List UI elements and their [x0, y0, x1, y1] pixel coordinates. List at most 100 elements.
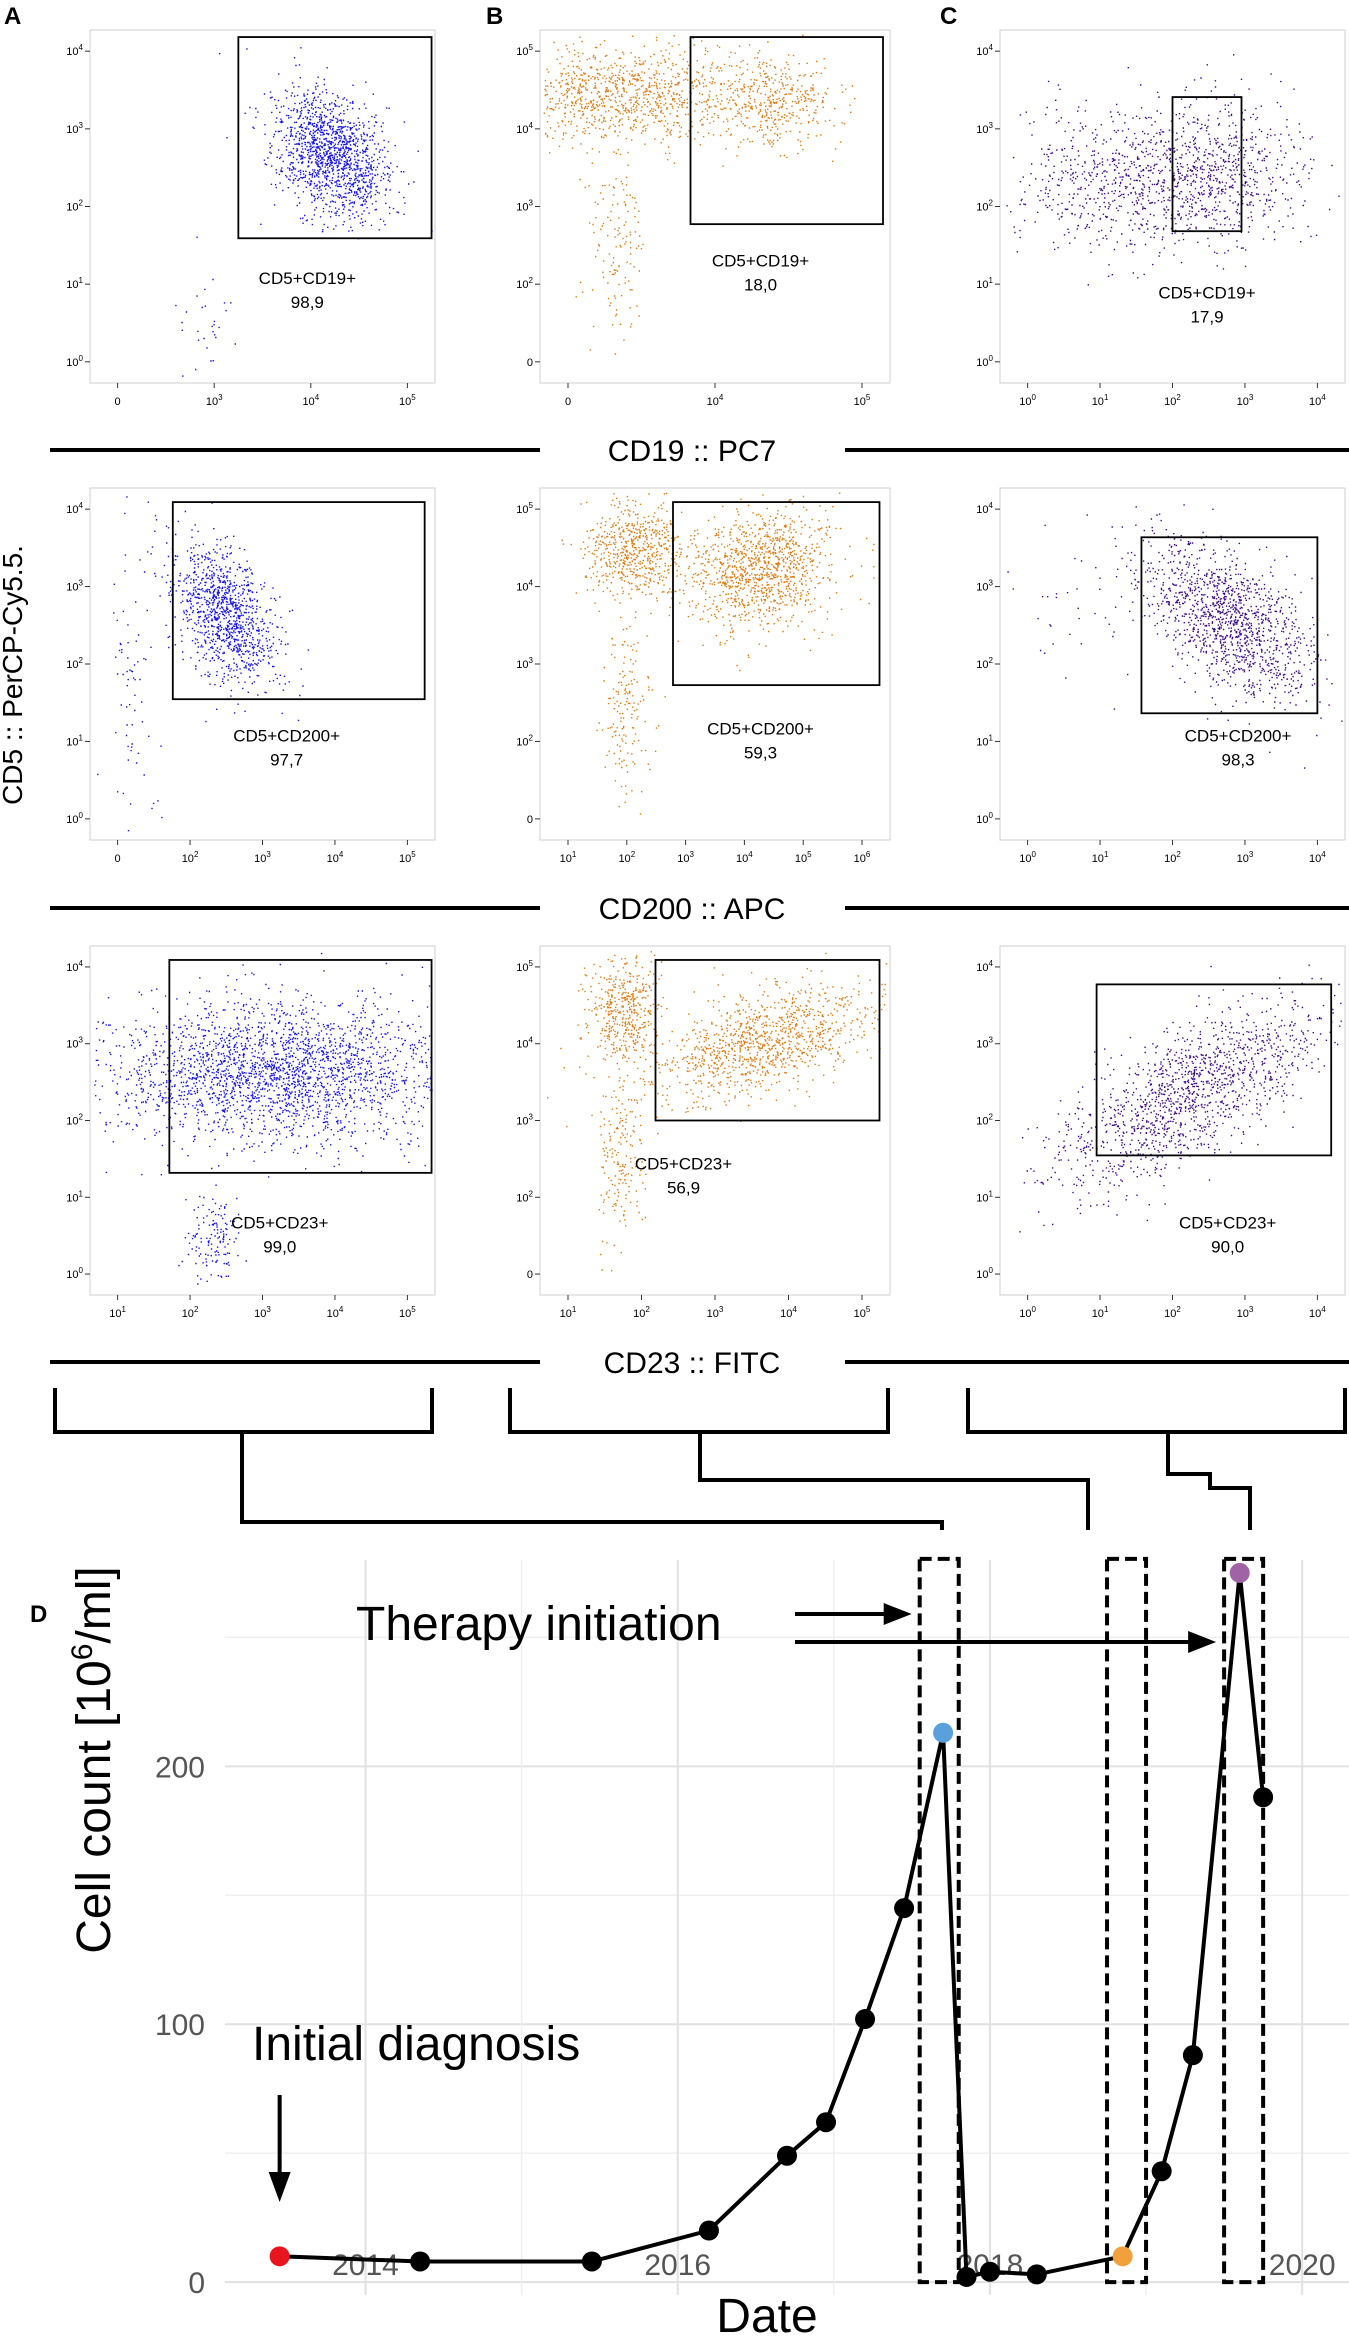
bracket-c: [966, 1388, 1347, 1434]
data-point: [777, 2145, 797, 2166]
flow-panel-a1: CD5+CD19+ 98,9 0 103 104 105 100 101 102 103 104: [66, 29, 436, 408]
panel-letters: A B C D: [4, 3, 957, 1628]
data-point-orange: [1112, 2246, 1133, 2267]
bracket-b: [508, 1388, 890, 1434]
x-tick-label: 104: [707, 393, 724, 408]
x-tick-label: 105: [399, 850, 416, 865]
data-point: [1151, 2161, 1172, 2182]
x-tick-label: 105: [399, 1305, 416, 1320]
connector-c: [1166, 1432, 1252, 1530]
separator-label-cd19: CD19 :: PC7: [608, 435, 776, 468]
x-tick-label: 104: [302, 393, 319, 408]
x-tick-label: 104: [780, 1305, 797, 1320]
x-tick-label: 103: [254, 850, 271, 865]
gate-percentage: 56,9: [667, 1178, 700, 1197]
x-tick-label: 102: [1164, 1305, 1181, 1320]
x-tick-label: 105: [854, 1305, 871, 1320]
x-tick-label: 105: [854, 393, 871, 408]
y-tick-label: 100: [976, 811, 993, 826]
panel-letter-b: B: [486, 3, 503, 30]
connector-a: [240, 1432, 944, 1530]
gate-box: [672, 501, 881, 687]
x-tick-label: 102: [182, 1305, 199, 1320]
event-dots: [1006, 54, 1340, 286]
y-tick-label: 103: [976, 579, 993, 594]
data-point: [581, 2251, 602, 2272]
x-tick-label: 103: [1237, 1305, 1254, 1320]
x-tick-label: 0: [565, 396, 571, 408]
data-point: [1026, 2264, 1047, 2285]
x-tick-label: 104: [327, 850, 344, 865]
data-point: [855, 2009, 876, 2030]
gate-percentage: 97,7: [270, 750, 303, 769]
event-cloud: [561, 492, 875, 815]
y-tick-label: 102: [66, 656, 83, 671]
y-tick-label: 100: [66, 811, 83, 826]
event-cloud: [543, 34, 856, 355]
data-point: [816, 2112, 837, 2133]
series-line-cell-count: [279, 1572, 1266, 2280]
y-tick-label: 102: [66, 1113, 83, 1128]
x-tick-label: 100: [1019, 1305, 1036, 1320]
x-tick-label: 103: [677, 850, 694, 865]
event-cloud: [547, 951, 887, 1272]
x-tick-label: 103: [254, 1305, 271, 1320]
y-tick-label: 104: [66, 959, 83, 974]
event-cloud: [1007, 504, 1343, 769]
sample-connectors: [53, 1388, 1347, 1530]
sample-window-1: [917, 1556, 961, 2285]
y-tick-label: 104: [516, 1036, 533, 1051]
data-point-red: [269, 2246, 290, 2267]
gate-box: [1171, 96, 1243, 233]
panel-letter-a: A: [4, 3, 21, 30]
gate-label: CD5+CD200+: [233, 726, 340, 745]
y-tick-label: 100: [66, 1266, 83, 1281]
gate-label: CD5+CD23+: [635, 1154, 732, 1173]
flow-panel-a3: CD5+CD23+ 99,0 101 102 103 104 105 100 101 102 103…: [66, 945, 436, 1320]
x-tick-label: 102: [633, 1305, 650, 1320]
flow-plot-frame: [89, 487, 436, 841]
event-dots: [1007, 504, 1343, 769]
y-tick-label: 104: [66, 43, 83, 58]
data-point-blue: [933, 1722, 954, 1743]
flow-panel-b1: CD5+CD19+ 18,0 0 104 105 0 102 103 104 105: [516, 29, 891, 408]
event-cloud: [97, 496, 310, 832]
y-tick-label: 103: [976, 1036, 993, 1051]
data-point: [1253, 1787, 1274, 1808]
y-tick-label-0: 0: [188, 2267, 205, 2300]
event-dots: [543, 34, 856, 355]
y-tick-label: 104: [976, 501, 993, 516]
x-tick-label-2020: 2020: [1269, 2249, 1336, 2282]
gate-percentage: 98,3: [1222, 750, 1255, 769]
y-tick-label: 101: [976, 733, 993, 748]
y-axis-title: Cell count [106/ml]: [66, 1566, 121, 1954]
y-tick-label: 102: [976, 199, 993, 214]
y-tick-label: 102: [516, 276, 533, 291]
data-point: [956, 2266, 977, 2287]
x-tick-label: 103: [206, 393, 223, 408]
arrowhead-therapy-initiation-1: [883, 1603, 912, 1625]
x-tick-label: 104: [1309, 1305, 1326, 1320]
panel-letter-c: C: [940, 3, 957, 30]
x-tick-label: 101: [560, 850, 577, 865]
gate-label: CD5+CD19+: [712, 252, 809, 271]
flow-panel-a2: CD5+CD200+ 97,7 0 102 103 104 105 100 101 102 103 1…: [66, 487, 436, 865]
gate-box: [1095, 983, 1333, 1157]
x-tick-label: 106: [854, 850, 871, 865]
event-cloud: [1006, 54, 1340, 286]
event-dots: [547, 951, 887, 1272]
event-dots: [97, 496, 310, 832]
x-tick-label: 105: [399, 393, 416, 408]
annotation-initial-diagnosis: Initial diagnosis: [252, 2018, 580, 2071]
x-tick-label: 104: [1309, 393, 1326, 408]
shared-y-axis-label: CD5 :: PerCP-Cy5.5.: [0, 545, 28, 805]
gate-label: CD5+CD23+: [231, 1214, 328, 1233]
data-point: [1182, 2045, 1203, 2066]
flow-plot-frame: [999, 945, 1346, 1296]
gate-percentage: 17,9: [1190, 307, 1223, 326]
y-tick-label: 103: [516, 1113, 533, 1128]
y-tick-label: 104: [516, 121, 533, 136]
gate-percentage: 18,0: [744, 276, 777, 295]
gate-percentage: 98,9: [291, 293, 324, 312]
